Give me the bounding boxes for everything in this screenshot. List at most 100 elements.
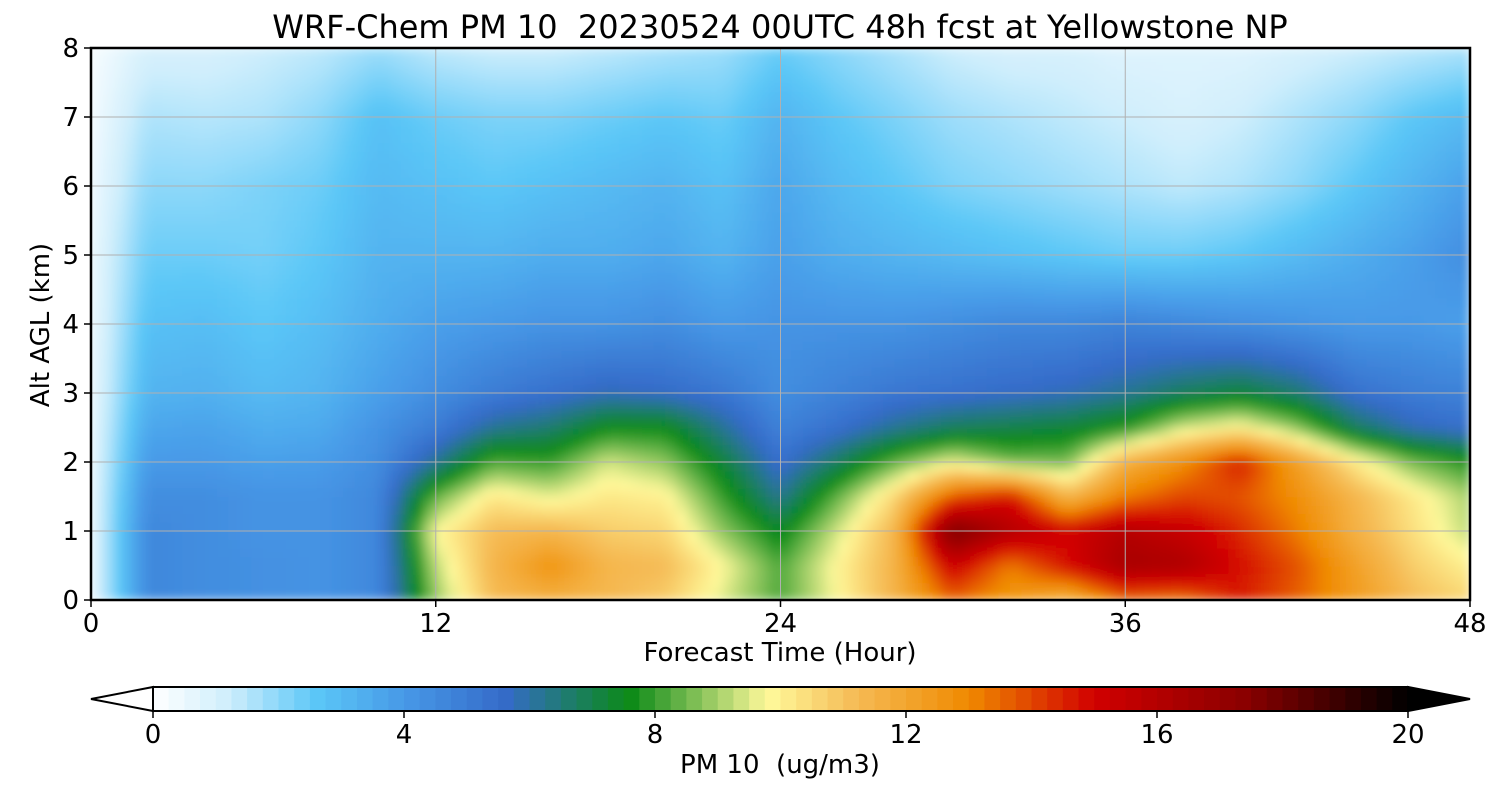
field-cell (825, 194, 839, 204)
field-cell (550, 314, 563, 325)
field-cell (596, 461, 609, 472)
field-cell (757, 409, 770, 420)
field-cell (791, 48, 804, 58)
field-cell (458, 332, 471, 342)
field-cell (274, 478, 287, 489)
field-cell (331, 427, 345, 437)
field-cell (711, 349, 724, 359)
field-cell (320, 280, 333, 290)
field-cell (780, 297, 793, 308)
field-cell (665, 314, 678, 325)
field-cell (366, 496, 379, 506)
field-cell (124, 470, 138, 480)
field-cell (124, 289, 138, 299)
field-cell (837, 375, 850, 385)
field-cell (929, 254, 942, 265)
field-cell (871, 478, 885, 489)
field-cell (814, 280, 827, 290)
field-cell (757, 590, 770, 600)
field-cell (791, 332, 804, 342)
field-cell (653, 435, 667, 446)
field-cell (814, 496, 827, 506)
field-cell (699, 435, 713, 446)
field-cell (584, 435, 598, 446)
field-cell (607, 306, 621, 316)
field-cell (699, 573, 713, 584)
field-cell (607, 409, 621, 420)
field-cell (285, 539, 299, 549)
field-cell (814, 211, 827, 221)
field-cell (435, 107, 448, 118)
field-cell (515, 590, 529, 600)
field-cell (596, 82, 609, 92)
field-cell (515, 539, 529, 549)
field-cell (515, 452, 529, 463)
field-cell (182, 289, 195, 299)
field-cell (814, 159, 827, 170)
field-cell (113, 332, 126, 342)
field-cell (147, 487, 161, 497)
field-cell (688, 151, 701, 161)
field-cell (389, 582, 402, 592)
field-cell (768, 142, 781, 152)
field-cell (343, 245, 356, 256)
field-cell (734, 478, 747, 489)
field-cell (297, 565, 310, 575)
field-cell (952, 228, 965, 239)
field-cell (274, 383, 287, 394)
field-cell (228, 478, 241, 489)
field-cell (722, 99, 736, 109)
field-cell (837, 573, 850, 584)
field-cell (883, 263, 896, 273)
field-cell (665, 590, 678, 600)
field-cell (745, 573, 759, 584)
field-cell (193, 366, 207, 377)
field-cell (791, 375, 804, 385)
field-cell (147, 383, 161, 394)
field-cell (239, 82, 253, 92)
field-cell (239, 237, 253, 247)
field-cell (182, 176, 195, 187)
field-cell (780, 513, 793, 523)
field-cell (274, 151, 287, 161)
field-cell (124, 323, 138, 334)
field-cell (607, 530, 621, 541)
field-cell (688, 547, 701, 558)
field-cell (446, 582, 460, 592)
field-cell (768, 314, 781, 325)
field-cell (124, 99, 138, 109)
field-cell (193, 383, 207, 394)
field-cell (354, 340, 368, 351)
field-cell (596, 435, 609, 446)
field-cell (159, 383, 172, 394)
field-cell (550, 383, 563, 394)
field-cell (182, 245, 195, 256)
field-cell (573, 90, 586, 101)
field-cell (745, 168, 759, 178)
field-cell (688, 82, 701, 92)
field-cell (366, 461, 379, 472)
field-cell (446, 151, 460, 161)
field-cell (642, 289, 655, 299)
field-cell (170, 444, 184, 454)
field-cell (262, 254, 276, 265)
field-cell (711, 461, 724, 472)
field-cell (331, 306, 345, 316)
field-cell (883, 539, 896, 549)
field-cell (929, 271, 942, 282)
field-cell (285, 375, 299, 385)
field-cell (929, 263, 942, 273)
field-cell (642, 366, 655, 377)
field-cell (550, 263, 563, 273)
field-cell (975, 582, 988, 592)
field-cell (814, 383, 827, 394)
field-cell (400, 176, 414, 187)
field-cell (894, 392, 908, 403)
field-cell (676, 565, 690, 575)
field-cell (894, 48, 908, 58)
field-cell (262, 306, 276, 316)
field-cell (906, 366, 919, 377)
field-cell (170, 90, 184, 101)
field-cell (320, 332, 333, 342)
field-cell (124, 366, 138, 377)
